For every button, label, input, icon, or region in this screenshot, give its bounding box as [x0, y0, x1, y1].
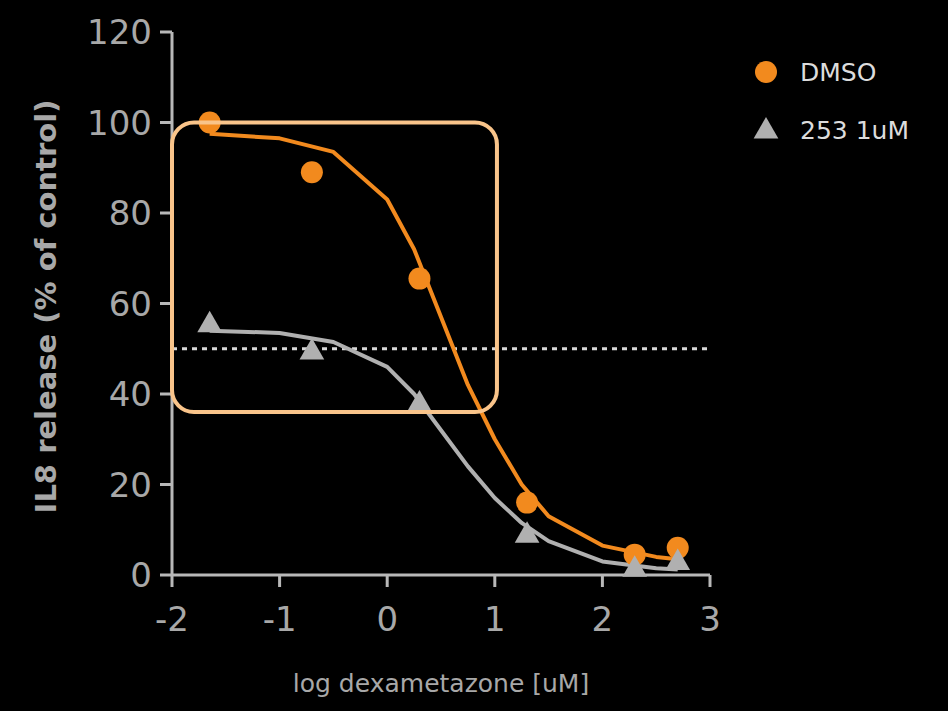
data-point [197, 311, 222, 332]
y-tick-label: 40 [109, 374, 152, 414]
data-point [300, 338, 325, 359]
y-tick-label: 0 [130, 555, 152, 595]
fit-curve [210, 331, 678, 570]
y-axis-label: IL8 release (% of control) [29, 100, 63, 514]
x-tick [386, 575, 389, 587]
y-tick-label: 100 [87, 103, 152, 143]
x-tick-label: 2 [592, 599, 614, 639]
data-point [408, 268, 430, 290]
y-tick [160, 483, 172, 486]
chart: 0 20 40 60 80 100 120 -2 -1 0 1 2 3 log dexametazone … [0, 0, 948, 711]
x-tick-label: 1 [484, 599, 506, 639]
background [0, 0, 948, 711]
x-tick-label: 3 [699, 599, 721, 639]
legend-label: DMSO [800, 58, 876, 87]
x-tick [709, 575, 712, 587]
legend-marker [755, 61, 777, 83]
x-axis-label: log dexametazone [uM] [293, 669, 589, 698]
data-point [516, 492, 538, 514]
y-tick-label: 20 [109, 465, 152, 505]
data-point [301, 161, 323, 183]
x-tick-label: -1 [263, 599, 297, 639]
y-tick-label: 60 [109, 284, 152, 324]
x-tick [493, 575, 496, 587]
x-tick [278, 575, 281, 587]
x-tick [171, 575, 174, 587]
x-tick [601, 575, 604, 587]
x-tick-label: -2 [155, 599, 189, 639]
data-point [515, 521, 540, 542]
y-tick-label: 80 [109, 193, 152, 233]
y-tick [160, 31, 172, 34]
y-tick-label: 120 [87, 12, 152, 52]
reference-line [172, 347, 710, 350]
data-point [622, 555, 647, 576]
plot-area [172, 112, 710, 577]
data-point [665, 548, 690, 569]
x-tick-label: 0 [376, 599, 398, 639]
legend-label: 253 1uM [800, 116, 909, 145]
legend-marker [754, 117, 779, 138]
legend: DMSO 253 1uM [754, 58, 909, 145]
fit-curve [210, 134, 678, 559]
y-tick [160, 121, 172, 124]
y-tick [160, 574, 172, 577]
highlight-box [172, 123, 497, 413]
data-point [407, 390, 432, 411]
